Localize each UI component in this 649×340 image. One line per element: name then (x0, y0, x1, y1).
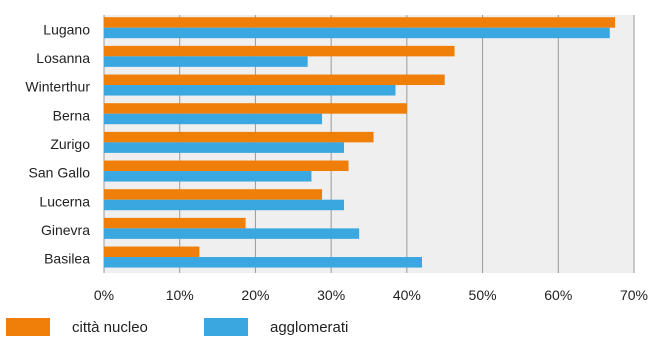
x-axis-ticks: 0% 10% 20% 30% 40% 50% 60% 70% (94, 287, 648, 303)
category-label: Winterthur (25, 79, 90, 95)
x-tick-label: 50% (469, 287, 497, 303)
x-tick-label: 40% (393, 287, 421, 303)
x-tick-label: 20% (241, 287, 269, 303)
category-label: Lucerna (39, 193, 90, 209)
bar-agglomerati (104, 142, 345, 153)
category-label: Basilea (44, 251, 90, 267)
bar-citta-nucleo (104, 160, 349, 172)
legend-label-series-1: città nucleo (72, 318, 148, 336)
category-label: Losanna (36, 50, 90, 66)
legend-swatch-series-1 (6, 318, 50, 336)
category-label: Lugano (43, 21, 90, 37)
x-tick-label: 0% (94, 287, 114, 303)
bar-citta-nucleo (104, 74, 445, 86)
legend-item-series-1: città nucleo (6, 318, 148, 336)
bar-agglomerati (104, 113, 323, 125)
bar-citta-nucleo (104, 189, 323, 200)
category-label: Zurigo (50, 136, 90, 152)
bar-agglomerati (104, 257, 422, 268)
category-label: San Gallo (29, 165, 91, 181)
x-tick-label: 60% (544, 287, 572, 303)
bar-citta-nucleo (104, 45, 455, 57)
bar-citta-nucleo (104, 17, 616, 28)
bar-agglomerati (104, 56, 308, 67)
bar-agglomerati (104, 27, 610, 39)
legend: città nucleo agglomerati (0, 318, 649, 340)
x-tick-label: 10% (166, 287, 194, 303)
bar-agglomerati (104, 85, 396, 96)
category-label: Berna (53, 107, 91, 123)
bar-citta-nucleo (104, 103, 407, 114)
legend-item-series-2: agglomerati (204, 318, 348, 336)
x-tick-label: 30% (317, 287, 345, 303)
bar-citta-nucleo (104, 131, 374, 143)
legend-swatch-series-2 (204, 318, 248, 336)
category-labels: Lugano Losanna Winterthur Berna Zurigo San Ga… (25, 21, 90, 266)
bar-agglomerati (104, 199, 345, 211)
category-label: Ginevra (41, 222, 90, 238)
bar-agglomerati (104, 171, 312, 182)
legend-label-series-2: agglomerati (270, 318, 349, 336)
x-tick-label: 70% (620, 287, 648, 303)
bar-citta-nucleo (104, 246, 200, 258)
bar-chart: Lugano Losanna Winterthur Berna Zurigo San Ga… (25, 15, 648, 303)
bar-citta-nucleo (104, 217, 246, 229)
bars (104, 17, 616, 268)
bar-agglomerati (104, 228, 360, 239)
